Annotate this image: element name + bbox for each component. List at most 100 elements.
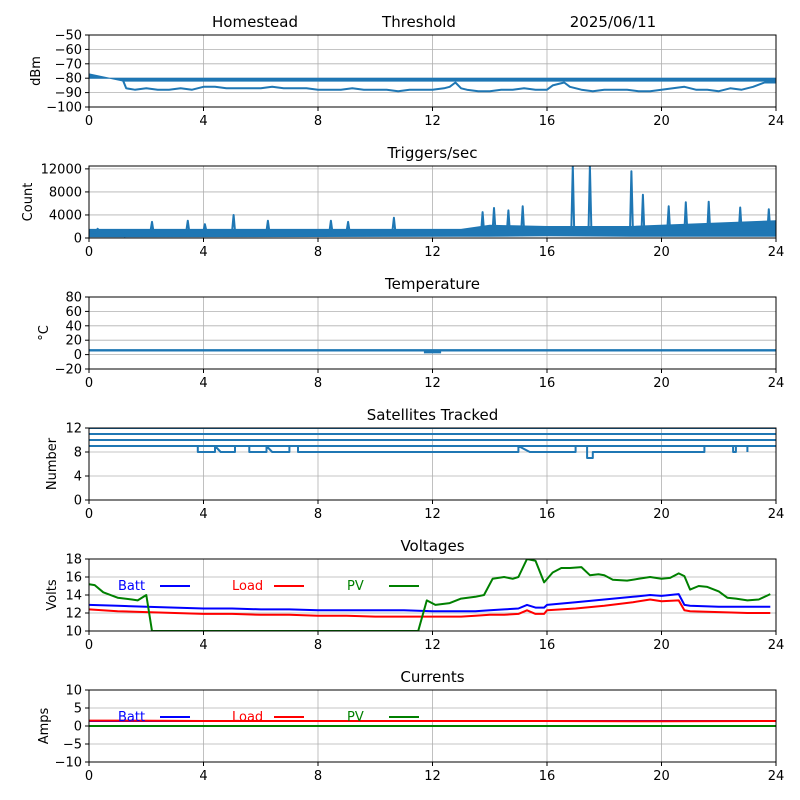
- x-tick-label: 16: [539, 507, 556, 522]
- x-tick-label: 4: [199, 114, 207, 129]
- x-tick-label: 24: [768, 638, 785, 653]
- chart-title: Triggers/sec: [387, 144, 478, 162]
- legend-label-batt: Batt: [118, 710, 145, 725]
- x-tick-label: 0: [85, 114, 93, 129]
- x-tick-label: 12: [424, 507, 441, 522]
- y-tick-label: 4000: [49, 208, 82, 223]
- legend-label-pv: PV: [347, 710, 364, 725]
- x-tick-label: 0: [85, 376, 93, 391]
- x-tick-label: 4: [199, 245, 207, 260]
- y-tick-label: 60: [65, 305, 82, 320]
- x-tick-label: 24: [768, 245, 785, 260]
- y-axis-label: Number: [45, 437, 60, 490]
- y-tick-label: 10: [65, 625, 82, 640]
- y-tick-label: −20: [55, 363, 82, 378]
- chart-panel-panel-1: 0 4 8 12 16 20 24 −100−90−80−70−60−50 dBm: [29, 29, 784, 130]
- plot-area: [89, 166, 776, 238]
- chart-title: Currents: [400, 668, 464, 686]
- plot-area: [89, 349, 776, 354]
- y-tick-label: 12000: [41, 162, 82, 177]
- x-tick-label: 12: [424, 376, 441, 391]
- x-tick-label: 24: [768, 376, 785, 391]
- x-tick-label: 0: [85, 245, 93, 260]
- y-tick-label: 0: [74, 232, 82, 247]
- header-site: Homestead: [212, 13, 298, 31]
- series-5-line: [192, 445, 749, 459]
- x-tick-label: 12: [424, 769, 441, 784]
- x-tick-label: 4: [199, 638, 207, 653]
- x-tick-label: 20: [653, 376, 670, 391]
- x-tick-label: 24: [768, 114, 785, 129]
- chart-panel-satellites-tracked: 0 4 8 12 16 20 24 0 4 8 12 Satellites Tracked Number: [45, 406, 784, 522]
- y-tick-label: 16: [65, 571, 82, 586]
- x-tick-label: 16: [539, 638, 556, 653]
- y-tick-label: 20: [65, 334, 82, 349]
- y-tick-label: −5: [63, 738, 82, 753]
- header-mode: Threshold: [381, 13, 456, 31]
- y-tick-label: 5: [74, 702, 82, 717]
- x-tick-label: 4: [199, 769, 207, 784]
- x-tick-label: 20: [653, 638, 670, 653]
- legend-label-batt: Batt: [118, 579, 145, 594]
- y-tick-label: 10: [65, 684, 82, 699]
- x-tick-label: 24: [768, 769, 785, 784]
- x-tick-label: 8: [314, 114, 322, 129]
- x-tick-label: 20: [653, 114, 670, 129]
- y-tick-label: 0: [74, 720, 82, 735]
- y-tick-label: −90: [55, 86, 82, 101]
- y-tick-label: −70: [55, 57, 82, 72]
- chart-title: Voltages: [400, 537, 464, 555]
- series-2-line: [89, 166, 776, 238]
- x-tick-label: 16: [539, 114, 556, 129]
- y-tick-label: 8: [74, 446, 82, 461]
- y-tick-label: −80: [55, 72, 82, 87]
- plot-area: [89, 73, 776, 93]
- series-1-band: [89, 220, 776, 238]
- chart-title: Satellites Tracked: [367, 406, 498, 424]
- y-tick-label: 0: [74, 348, 82, 363]
- x-tick-label: 12: [424, 245, 441, 260]
- header-date: 2025/06/11: [570, 13, 656, 31]
- x-tick-label: 8: [314, 769, 322, 784]
- series-1-band: [89, 349, 776, 352]
- x-tick-label: 8: [314, 507, 322, 522]
- chart-panel-voltages: 0 4 8 12 16 20 24 10 12 14 16 18 Voltages Volts Batt Lo…: [45, 537, 784, 653]
- plot-area: [89, 428, 776, 459]
- x-tick-label: 0: [85, 769, 93, 784]
- y-axis-label: Volts: [45, 579, 60, 611]
- x-tick-label: 12: [424, 114, 441, 129]
- y-tick-label: −100: [46, 101, 82, 116]
- series-2-line: [122, 80, 776, 93]
- y-axis-label: dBm: [29, 56, 44, 86]
- chart-panel-currents: 0 4 8 12 16 20 24 −10 −5 0 5 10 Currents Amps Batt Load…: [37, 668, 784, 784]
- y-tick-label: 18: [65, 553, 82, 568]
- y-tick-label: 4: [74, 470, 82, 485]
- x-tick-label: 20: [653, 769, 670, 784]
- y-tick-label: 14: [65, 589, 82, 604]
- x-tick-label: 12: [424, 638, 441, 653]
- y-tick-label: −50: [55, 29, 82, 44]
- y-tick-label: −60: [55, 43, 82, 58]
- x-tick-label: 8: [314, 638, 322, 653]
- y-axis-label: Amps: [37, 707, 52, 744]
- series-load-line: [89, 598, 771, 618]
- x-tick-label: 8: [314, 376, 322, 391]
- y-tick-label: −10: [55, 756, 82, 771]
- y-tick-label: 40: [65, 319, 82, 334]
- x-tick-label: 16: [539, 769, 556, 784]
- series-pv-line: [89, 559, 771, 631]
- legend-label-pv: PV: [347, 579, 364, 594]
- plot-area: [89, 719, 776, 727]
- y-tick-label: 12: [65, 422, 82, 437]
- x-tick-label: 16: [539, 376, 556, 391]
- x-tick-label: 24: [768, 507, 785, 522]
- y-axis-label: Count: [21, 183, 36, 222]
- y-axis-label: °C: [37, 325, 52, 341]
- x-tick-label: 16: [539, 245, 556, 260]
- y-tick-label: 80: [65, 291, 82, 306]
- legend-label-load: Load: [232, 710, 263, 725]
- x-tick-label: 20: [653, 507, 670, 522]
